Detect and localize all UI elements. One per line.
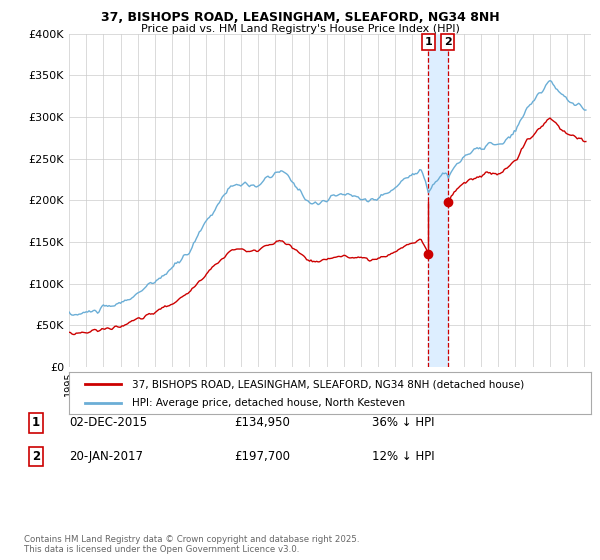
Text: 1: 1 (32, 416, 40, 430)
Text: £197,700: £197,700 (234, 450, 290, 463)
Text: HPI: Average price, detached house, North Kesteven: HPI: Average price, detached house, Nort… (131, 398, 405, 408)
Text: 02-DEC-2015: 02-DEC-2015 (69, 416, 147, 430)
Text: £134,950: £134,950 (234, 416, 290, 430)
Text: 12% ↓ HPI: 12% ↓ HPI (372, 450, 434, 463)
Text: 37, BISHOPS ROAD, LEASINGHAM, SLEAFORD, NG34 8NH (detached house): 37, BISHOPS ROAD, LEASINGHAM, SLEAFORD, … (131, 379, 524, 389)
Text: Contains HM Land Registry data © Crown copyright and database right 2025.
This d: Contains HM Land Registry data © Crown c… (24, 535, 359, 554)
Text: 37, BISHOPS ROAD, LEASINGHAM, SLEAFORD, NG34 8NH: 37, BISHOPS ROAD, LEASINGHAM, SLEAFORD, … (101, 11, 499, 24)
Text: 36% ↓ HPI: 36% ↓ HPI (372, 416, 434, 430)
Text: 1: 1 (424, 37, 432, 47)
Text: 2: 2 (444, 37, 451, 47)
Text: 20-JAN-2017: 20-JAN-2017 (69, 450, 143, 463)
Bar (428, 34, 448, 367)
Text: Price paid vs. HM Land Registry's House Price Index (HPI): Price paid vs. HM Land Registry's House … (140, 24, 460, 34)
Text: 2: 2 (32, 450, 40, 463)
